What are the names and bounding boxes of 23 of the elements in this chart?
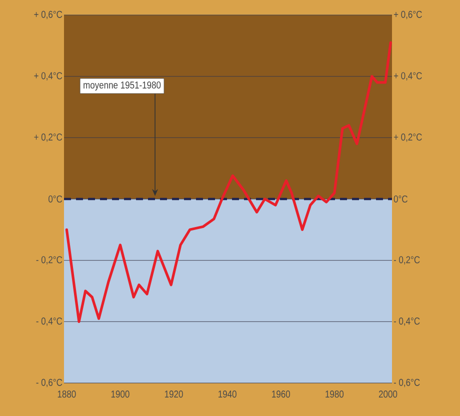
y2-tick-label: - 0,2°C <box>394 256 420 264</box>
x-tick-label: 1880 <box>58 390 76 398</box>
y2-tick-label: + 0,2°C <box>394 134 422 142</box>
y2-tick-label: + 0,4°C <box>394 72 422 80</box>
y-tick-label: - 0,6°C <box>36 378 62 388</box>
x-tick-label: 2000 <box>378 390 398 398</box>
y-tick-label: + 0,6°C <box>34 10 62 20</box>
line-series <box>65 41 392 323</box>
y2-tick-label: - 0,4°C <box>394 318 420 326</box>
y2-tick-label: 0°C <box>394 195 408 203</box>
y-tick-label: 0°C <box>48 195 62 203</box>
y2-tick-label: + 0,6°C <box>394 10 422 20</box>
y-tick-label: - 0,2°C <box>36 256 62 264</box>
x-tick-label: 1920 <box>164 390 183 398</box>
y-tick-label: + 0,2°C <box>34 134 62 142</box>
x-tick-label: 1940 <box>218 390 236 398</box>
x-tick-label: 1980 <box>326 390 344 398</box>
x-tick-label: 1900 <box>111 390 130 398</box>
y2-tick-label: - 0,6°C <box>394 378 420 388</box>
y-tick-label: + 0,4°C <box>34 72 62 80</box>
annotation: moyenne 1951-1980 <box>84 81 161 91</box>
y-tick-label: - 0,4°C <box>36 318 62 326</box>
x-tick-label: 1960 <box>272 390 290 398</box>
